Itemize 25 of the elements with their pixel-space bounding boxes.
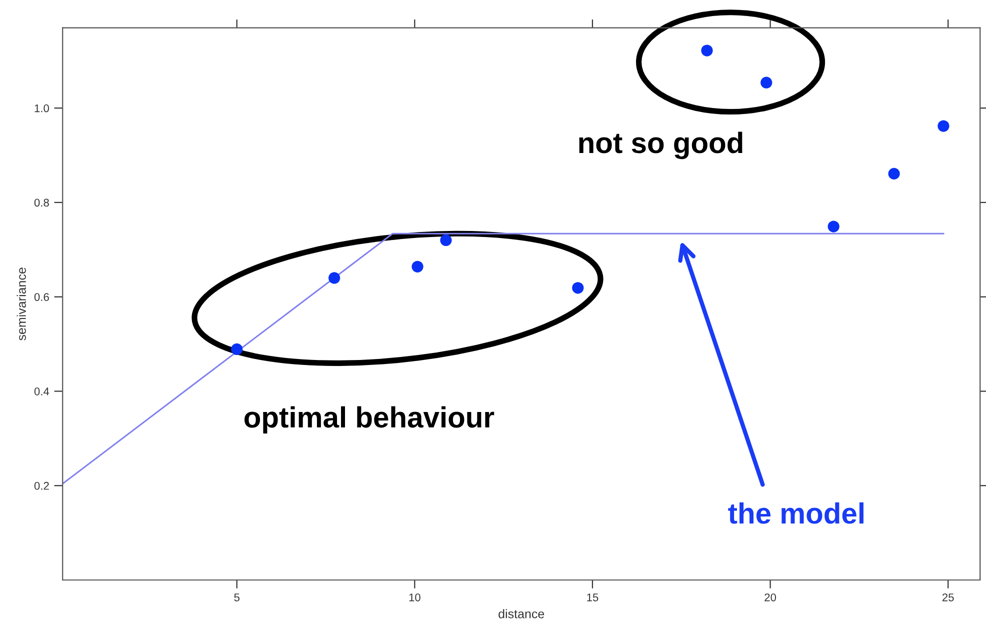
point: [701, 44, 713, 56]
point: [938, 120, 950, 132]
x-axis-title: distance: [498, 609, 544, 618]
annotation: the model: [728, 502, 864, 524]
x-tick-label: 10: [409, 593, 420, 602]
x-tick-label: 15: [587, 594, 598, 602]
point: [328, 272, 340, 284]
y-tick-label: 0.4: [34, 388, 50, 396]
point: [828, 220, 840, 232]
y-tick-label: 0.8: [34, 198, 49, 207]
x-tick-label: 20: [764, 593, 776, 602]
annotation: optimal behaviour: [244, 406, 494, 434]
point: [760, 76, 772, 88]
y-tick-label: 0.6: [34, 293, 49, 301]
annotation: not so good: [579, 132, 742, 160]
x-tick-label: 5: [234, 594, 240, 602]
point: [231, 343, 243, 356]
x-tick-label: 25: [942, 593, 954, 602]
y-axis-title: semivariance: [16, 268, 26, 340]
y-tick-label: 1.0: [34, 104, 49, 112]
point: [888, 168, 900, 180]
point: [440, 234, 452, 246]
point: [412, 260, 424, 272]
y-tick-label: 0.2: [34, 482, 49, 490]
point: [572, 282, 584, 294]
